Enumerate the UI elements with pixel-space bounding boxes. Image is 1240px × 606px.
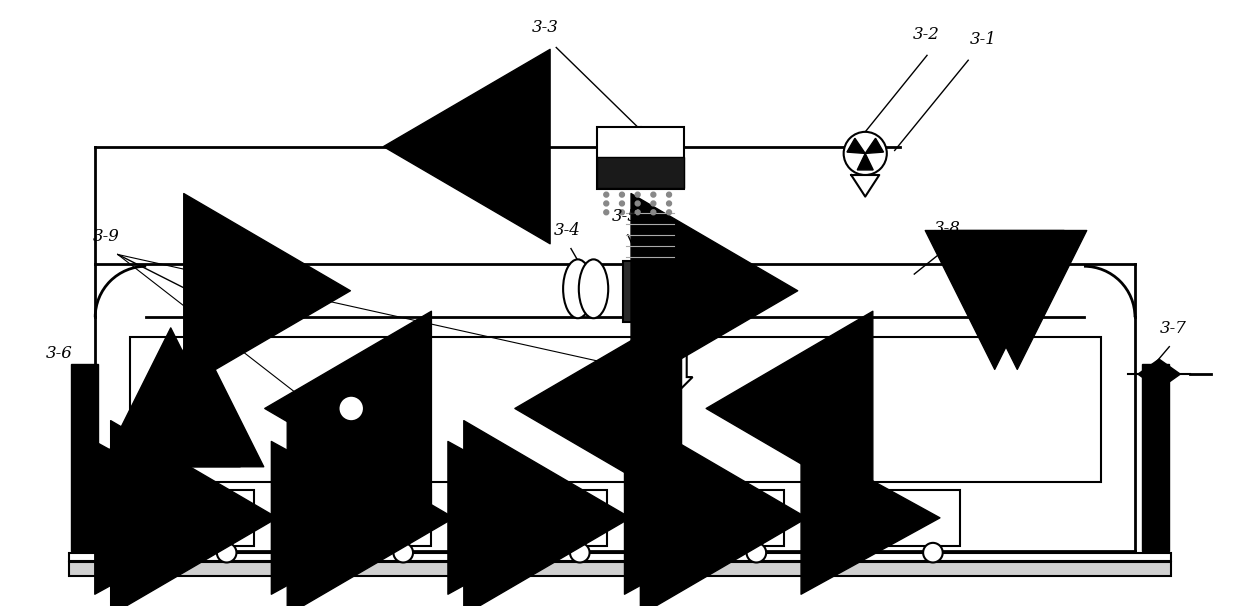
Text: 3-4: 3-4 (554, 222, 582, 239)
Circle shape (843, 132, 887, 175)
Bar (808, 490, 960, 546)
Circle shape (667, 210, 672, 215)
Text: 3-2: 3-2 (913, 25, 939, 42)
Circle shape (604, 201, 609, 206)
Circle shape (635, 192, 640, 197)
Circle shape (667, 192, 672, 197)
Ellipse shape (579, 259, 609, 318)
Circle shape (217, 543, 237, 562)
Bar (631, 490, 784, 546)
Text: 3-5: 3-5 (613, 208, 639, 225)
Bar (102, 490, 254, 546)
Circle shape (826, 543, 846, 562)
Bar (1142, 364, 1169, 551)
Bar (129, 337, 1101, 482)
Text: 3-1: 3-1 (970, 32, 997, 48)
Circle shape (393, 543, 413, 562)
Circle shape (120, 543, 139, 562)
Circle shape (604, 192, 609, 197)
Polygon shape (1159, 359, 1180, 389)
Circle shape (667, 201, 672, 206)
Bar (455, 490, 608, 546)
Text: 3-8: 3-8 (934, 220, 961, 237)
Bar (622, 261, 677, 322)
Bar (598, 158, 683, 188)
Bar (68, 553, 1172, 561)
Text: 3-6: 3-6 (46, 345, 73, 362)
Ellipse shape (563, 259, 593, 318)
Circle shape (472, 543, 492, 562)
Circle shape (620, 192, 625, 197)
Bar (279, 490, 430, 546)
Circle shape (746, 543, 766, 562)
Circle shape (604, 210, 609, 215)
Circle shape (651, 210, 656, 215)
Polygon shape (851, 175, 879, 196)
Bar (68, 562, 1172, 576)
Circle shape (650, 543, 670, 562)
Circle shape (635, 201, 640, 206)
Circle shape (296, 543, 316, 562)
Polygon shape (866, 138, 884, 153)
Circle shape (620, 210, 625, 215)
Polygon shape (857, 153, 873, 170)
Circle shape (620, 201, 625, 206)
Circle shape (651, 192, 656, 197)
Circle shape (339, 396, 365, 421)
Circle shape (570, 543, 589, 562)
Text: 3-7: 3-7 (1159, 320, 1187, 337)
Polygon shape (847, 138, 866, 153)
Circle shape (635, 210, 640, 215)
Bar (71, 364, 98, 551)
Bar (598, 127, 683, 188)
Polygon shape (1138, 359, 1159, 389)
Text: 3-9: 3-9 (93, 228, 120, 245)
Circle shape (923, 543, 942, 562)
Text: 3-3: 3-3 (532, 19, 558, 36)
Circle shape (651, 201, 656, 206)
